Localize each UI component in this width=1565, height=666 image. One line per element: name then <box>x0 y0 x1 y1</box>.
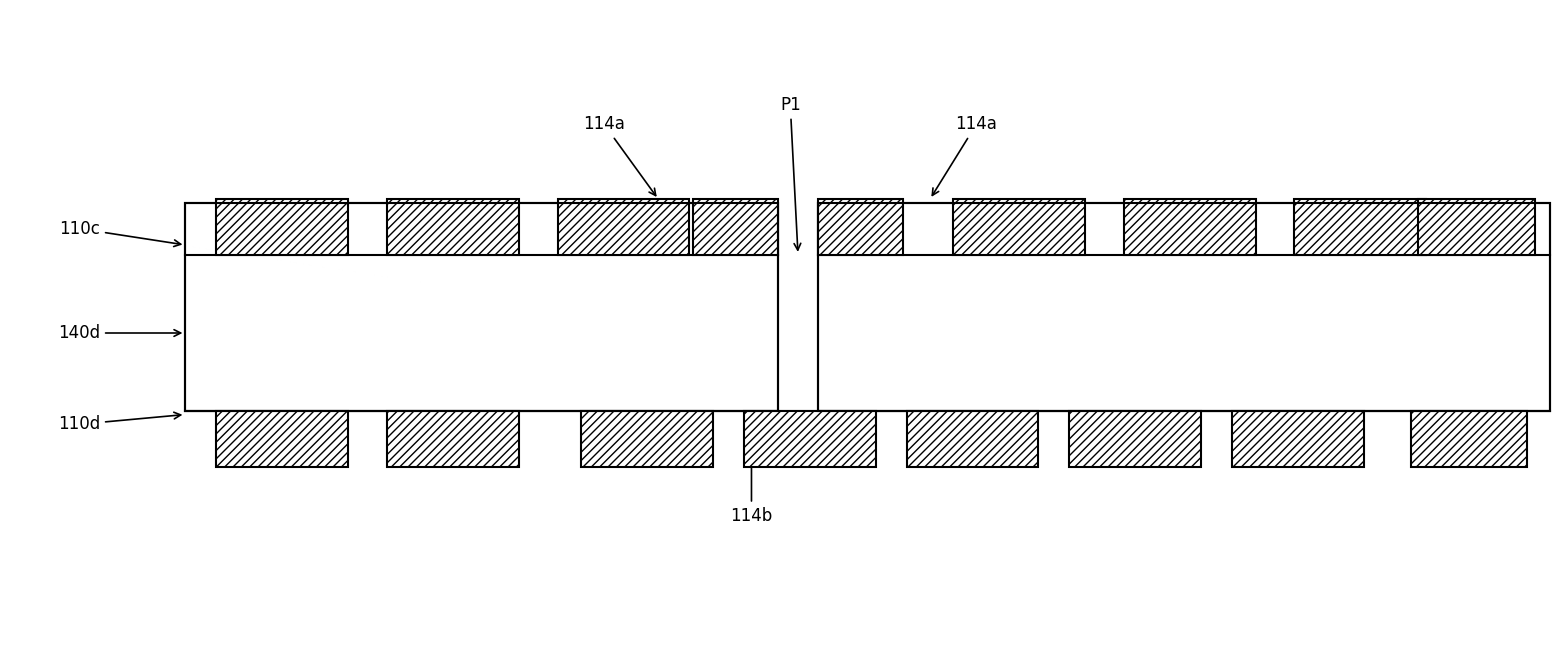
Bar <box>216 411 347 467</box>
Bar <box>1410 411 1527 467</box>
Bar <box>581 411 712 467</box>
Bar <box>743 411 875 467</box>
Text: 110d: 110d <box>58 412 180 434</box>
Bar <box>1418 199 1535 255</box>
Text: P1: P1 <box>779 96 801 250</box>
Text: 140d: 140d <box>58 324 180 342</box>
Bar <box>185 202 778 411</box>
Bar <box>387 411 520 467</box>
Bar <box>818 199 903 255</box>
Bar <box>387 199 520 255</box>
Bar <box>953 199 1085 255</box>
Bar <box>1069 411 1202 467</box>
Text: 114a: 114a <box>584 115 656 196</box>
Bar <box>185 202 778 411</box>
Bar <box>1124 199 1255 255</box>
Bar <box>906 411 1039 467</box>
Bar <box>216 199 347 255</box>
Text: 114b: 114b <box>731 416 773 525</box>
Bar <box>1294 199 1426 255</box>
Text: 110c: 110c <box>59 220 180 246</box>
Bar <box>818 202 1551 411</box>
Bar <box>693 199 778 255</box>
Bar <box>557 199 690 255</box>
Bar <box>818 202 1551 411</box>
Text: 114a: 114a <box>933 115 997 195</box>
Bar <box>1232 411 1365 467</box>
